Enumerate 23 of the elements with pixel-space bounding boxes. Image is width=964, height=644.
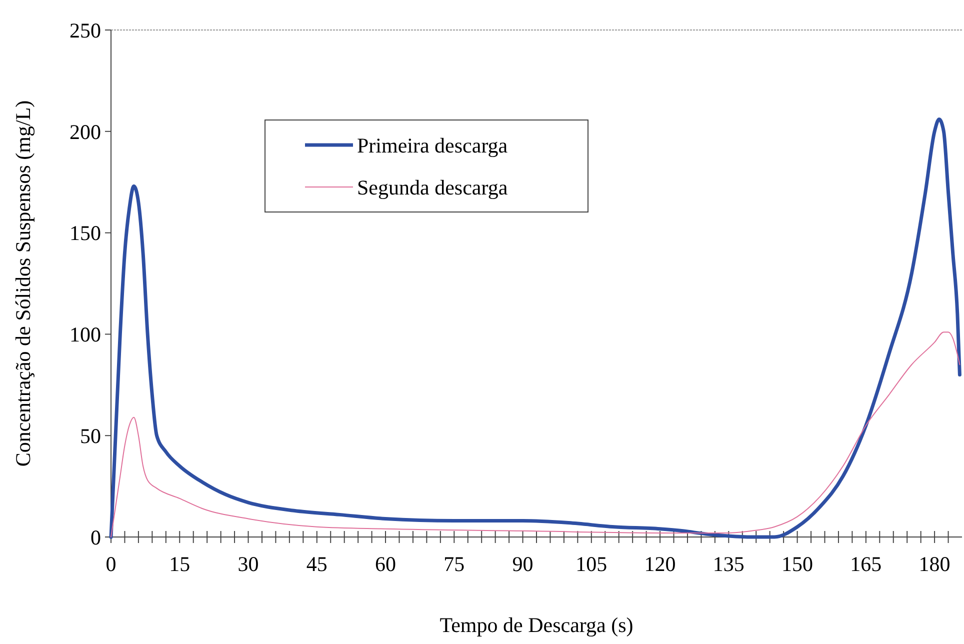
- x-tick-label: 150: [782, 552, 814, 576]
- x-tick-label: 180: [918, 552, 950, 576]
- legend-label: Primeira descarga: [357, 133, 508, 158]
- y-tick-label: 150: [70, 221, 101, 246]
- y-tick-label: 0: [90, 525, 101, 550]
- y-tick-label: 50: [80, 424, 101, 448]
- y-tick-label: 250: [70, 18, 101, 42]
- x-tick-label: 60: [375, 552, 396, 576]
- x-tick-label: 90: [512, 552, 534, 576]
- x-tick-label: 135: [712, 552, 744, 576]
- x-axis-title: Tempo de Descarga (s): [440, 613, 634, 637]
- y-tick-label: 100: [70, 322, 101, 347]
- x-tick-label: 30: [238, 552, 259, 576]
- legend-label: Segunda descarga: [357, 175, 508, 200]
- x-tick-label: 45: [306, 552, 328, 576]
- y-tick-label: 200: [70, 120, 101, 144]
- x-tick-label: 15: [169, 552, 190, 576]
- x-tick-label: 75: [444, 552, 465, 576]
- y-axis-title: Concentração de Sólidos Suspensos (mg/L): [11, 100, 35, 467]
- x-tick-label: 165: [850, 552, 882, 576]
- x-tick-label: 120: [644, 552, 676, 576]
- x-tick-label: 105: [576, 552, 608, 576]
- x-tick-label: 0: [106, 552, 116, 576]
